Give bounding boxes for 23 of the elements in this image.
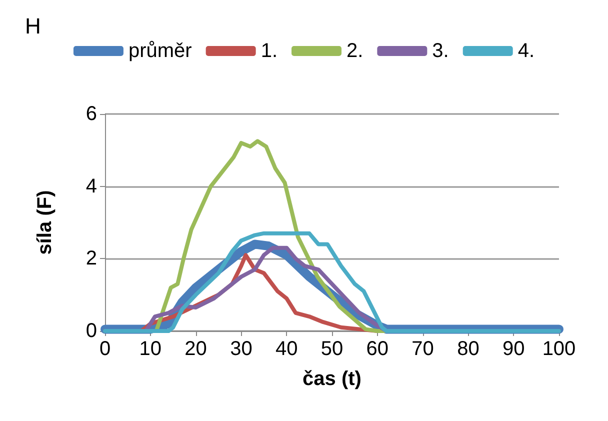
y-axis-title: síla (F) — [34, 190, 56, 255]
x-tick-label: 50 — [320, 338, 344, 360]
x-tick-label: 80 — [457, 338, 480, 360]
y-tick-label: 4 — [86, 175, 97, 198]
legend-label: průměr — [128, 40, 192, 62]
x-tick-label: 90 — [502, 338, 525, 360]
legend-label: 2. — [346, 40, 364, 62]
x-tick-label: 40 — [275, 338, 298, 360]
y-tick-label: 2 — [86, 248, 97, 270]
legend-label: 3. — [432, 40, 449, 62]
legend-label: 1. — [260, 40, 278, 62]
x-axis-title: čas (t) — [302, 368, 362, 390]
x-tick-label: 100 — [542, 338, 576, 360]
x-tick-label: 60 — [366, 338, 389, 360]
x-tick-label: 10 — [139, 338, 162, 360]
y-tick-label: 6 — [86, 103, 97, 125]
chart-title: H — [25, 14, 41, 38]
y-tick-label: 0 — [86, 320, 97, 342]
x-tick-label: 30 — [230, 338, 252, 360]
x-tick-label: 70 — [412, 338, 434, 360]
x-tick-label: 0 — [99, 338, 111, 360]
x-tick-label: 20 — [184, 338, 207, 360]
legend-label: 4. — [518, 40, 535, 62]
